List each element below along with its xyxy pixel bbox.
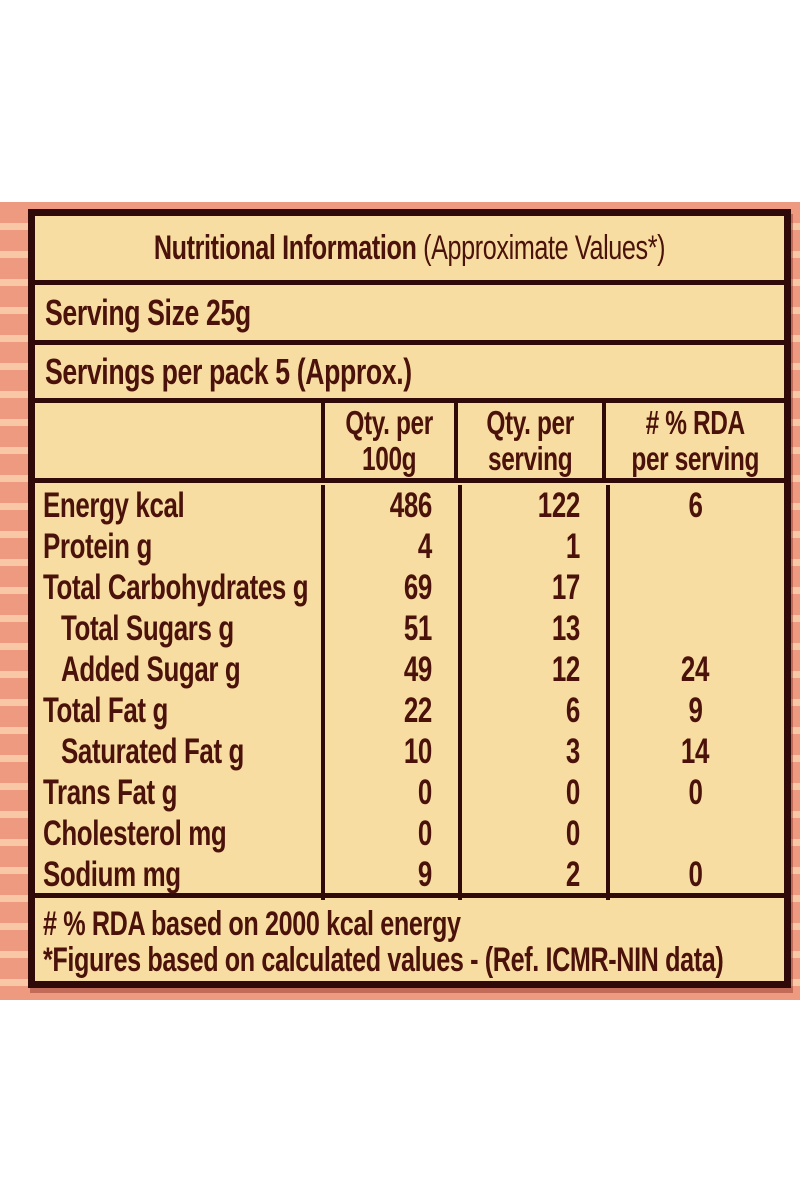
header-qty-per-serving: Qty. per serving: [458, 403, 606, 478]
nutrient-row-total-sugars: Total Sugars g 51 13: [35, 608, 784, 649]
nutrient-label: Total Carbohydrates g: [43, 567, 309, 607]
value-rda: [606, 813, 784, 854]
footnote-figures: *Figures based on calculated values - (R…: [43, 941, 724, 979]
nutrient-label: Added Sugar g: [61, 649, 241, 689]
panel-title-main: Nutritional Information: [153, 228, 417, 267]
value-per-100g: 51: [403, 608, 432, 648]
column-divider: [321, 485, 325, 900]
nutrient-row-protein: Protein g 4 1: [35, 526, 784, 567]
value-rda: [606, 567, 784, 608]
value-per-serving: 3: [565, 731, 580, 771]
panel-title-sub: (Approximate Values*): [423, 228, 666, 267]
panel-title: Nutritional Information (Approximate Val…: [153, 228, 666, 268]
nutrient-row-saturated-fat: Saturated Fat g 10 3 14: [35, 731, 784, 772]
nutrient-row-sodium: Sodium mg 9 2 0: [35, 854, 784, 895]
value-per-serving: 12: [551, 649, 580, 689]
value-per-serving: 2: [565, 854, 580, 894]
header-qty-per-100g: Qty. per 100g: [325, 403, 458, 478]
value-per-100g: 10: [403, 731, 432, 771]
value-per-100g: 0: [417, 813, 432, 853]
value-per-serving: 17: [551, 567, 580, 607]
header-empty-cell: [35, 403, 325, 478]
nutrient-label: Sodium mg: [43, 854, 181, 894]
value-per-serving: 122: [537, 485, 580, 525]
nutrient-row-added-sugar: Added Sugar g 49 12 24: [35, 649, 784, 690]
value-per-100g: 49: [403, 649, 432, 689]
nutrient-row-total-fat: Total Fat g 22 6 9: [35, 690, 784, 731]
panel-title-row: Nutritional Information (Approximate Val…: [35, 216, 784, 285]
value-per-serving: 13: [551, 608, 580, 648]
value-rda: 9: [687, 690, 703, 730]
value-rda: 0: [687, 854, 703, 894]
header-rda-per-serving: # % RDA per serving: [631, 403, 759, 477]
value-per-100g: 9: [417, 854, 432, 894]
value-per-serving: 6: [565, 690, 580, 730]
serving-size-row: Serving Size 25g: [35, 285, 784, 345]
serving-size-text: Serving Size 25g: [45, 291, 251, 333]
nutrient-label: Total Fat g: [43, 690, 168, 730]
value-rda: 14: [680, 731, 710, 771]
column-divider: [458, 485, 462, 900]
column-divider: [606, 485, 610, 900]
value-per-100g: 69: [403, 567, 432, 607]
nutrient-row-cholesterol: Cholesterol mg 0 0: [35, 813, 784, 854]
nutrient-row-energy: Energy kcal 486 122 6: [35, 485, 784, 526]
nutrient-row-total-carbohydrates: Total Carbohydrates g 69 17: [35, 567, 784, 608]
value-rda: 0: [687, 772, 703, 812]
nutrition-information-panel: Nutritional Information (Approximate Val…: [28, 209, 791, 988]
servings-per-pack-row: Servings per pack 5 (Approx.): [35, 345, 784, 403]
nutrient-table-rows: Energy kcal 486 122 6 Protein g 4 1 Tota…: [35, 485, 784, 900]
nutrient-label: Cholesterol mg: [43, 813, 227, 853]
value-per-serving: 0: [565, 813, 580, 853]
value-rda: 24: [680, 649, 710, 689]
value-per-100g: 22: [403, 690, 432, 730]
footnote-rda: # % RDA based on 2000 kcal energy: [43, 905, 461, 943]
value-per-100g: 4: [417, 526, 432, 566]
table-header-row: Qty. per 100g Qty. per serving # % RDA p…: [35, 403, 784, 483]
nutrient-row-trans-fat: Trans Fat g 0 0 0: [35, 772, 784, 813]
value-per-100g: 486: [389, 485, 432, 525]
value-rda: [606, 608, 784, 649]
nutrient-label: Energy kcal: [43, 485, 185, 525]
value-per-100g: 0: [417, 772, 432, 812]
nutrient-table-body: Energy kcal 486 122 6 Protein g 4 1 Tota…: [35, 483, 784, 900]
servings-per-pack-text: Servings per pack 5 (Approx.): [45, 350, 412, 392]
nutrient-label: Protein g: [43, 526, 152, 566]
value-per-serving: 0: [565, 772, 580, 812]
nutrient-label: Total Sugars g: [61, 608, 234, 648]
nutrient-label: Saturated Fat g: [61, 731, 244, 771]
footnotes-section: # % RDA based on 2000 kcal energy *Figur…: [35, 898, 784, 981]
value-per-serving: 1: [565, 526, 580, 566]
value-rda: 6: [687, 485, 703, 525]
value-rda: [606, 526, 784, 567]
nutrient-label: Trans Fat g: [43, 772, 178, 812]
